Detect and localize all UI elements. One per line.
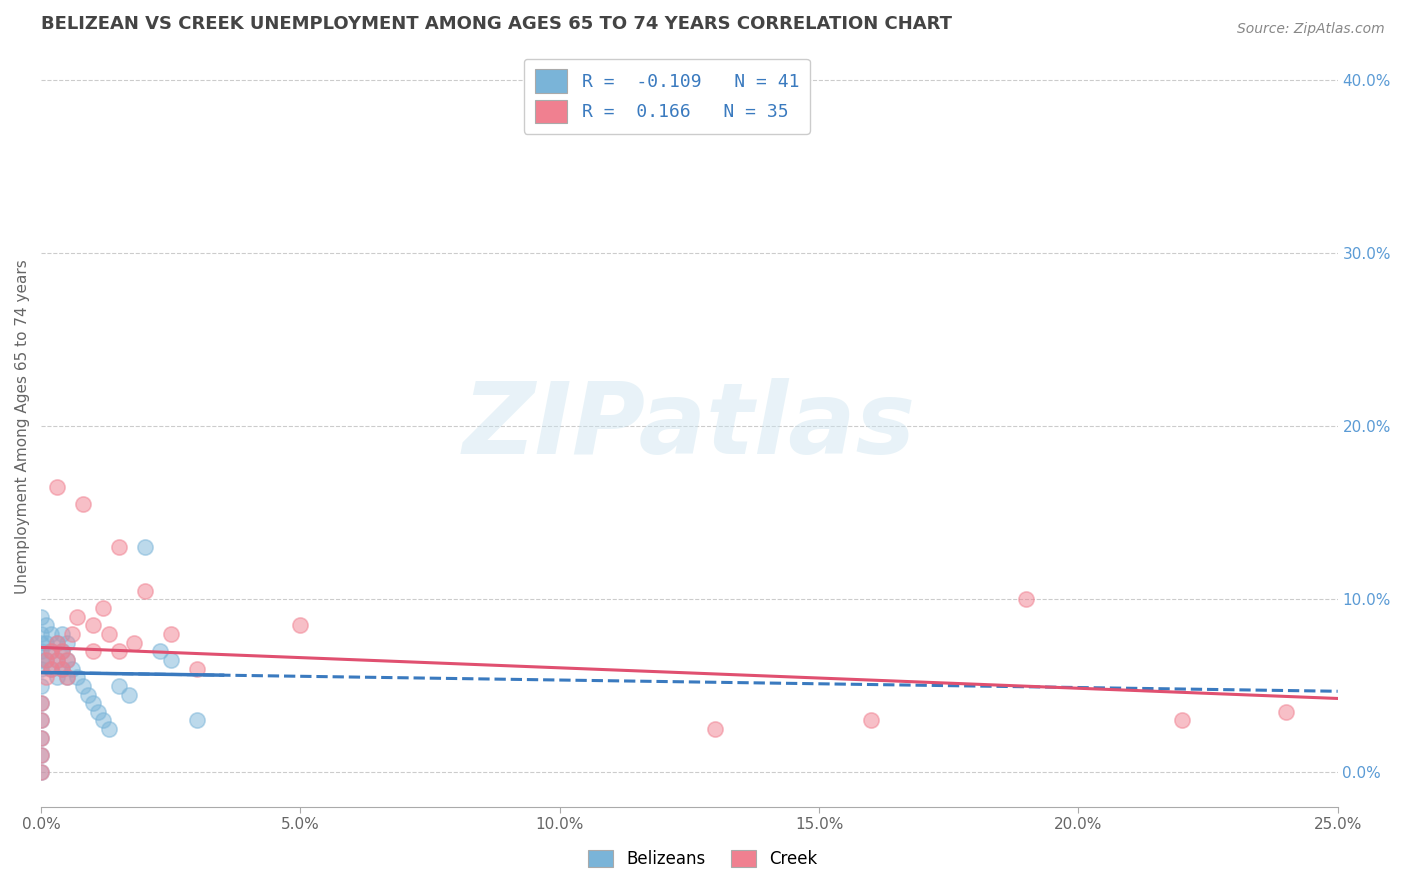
Point xyxy=(108,679,131,693)
Point xyxy=(45,670,67,684)
Text: BELIZEAN VS CREEK UNEMPLOYMENT AMONG AGES 65 TO 74 YEARS CORRELATION CHART: BELIZEAN VS CREEK UNEMPLOYMENT AMONG AGE… xyxy=(41,15,952,33)
Point xyxy=(290,618,312,632)
Point xyxy=(30,731,52,745)
Point xyxy=(159,653,181,667)
Point xyxy=(108,541,131,555)
Point xyxy=(186,714,208,728)
Point xyxy=(704,722,727,736)
Point xyxy=(30,696,52,710)
Point xyxy=(41,644,63,658)
Point xyxy=(30,609,52,624)
Point xyxy=(41,662,63,676)
Point xyxy=(30,644,52,658)
Point xyxy=(30,731,52,745)
Point xyxy=(186,662,208,676)
Point xyxy=(35,635,58,649)
Point xyxy=(56,635,79,649)
Y-axis label: Unemployment Among Ages 65 to 74 years: Unemployment Among Ages 65 to 74 years xyxy=(15,259,30,594)
Point xyxy=(41,644,63,658)
Point xyxy=(124,635,146,649)
Point xyxy=(51,627,73,641)
Point xyxy=(41,662,63,676)
Point xyxy=(35,653,58,667)
Point xyxy=(30,662,52,676)
Point xyxy=(30,765,52,780)
Point xyxy=(41,627,63,641)
Point xyxy=(118,688,141,702)
Point xyxy=(97,627,120,641)
Point xyxy=(859,714,882,728)
Point xyxy=(30,635,52,649)
Point xyxy=(45,653,67,667)
Point xyxy=(56,670,79,684)
Point xyxy=(51,644,73,658)
Point xyxy=(72,497,94,511)
Point xyxy=(35,618,58,632)
Point xyxy=(66,609,89,624)
Point xyxy=(82,618,104,632)
Point xyxy=(30,747,52,762)
Point xyxy=(30,714,52,728)
Legend: R =  -0.109   N = 41, R =  0.166   N = 35: R = -0.109 N = 41, R = 0.166 N = 35 xyxy=(524,59,810,134)
Point xyxy=(30,747,52,762)
Point xyxy=(45,653,67,667)
Point xyxy=(30,679,52,693)
Point xyxy=(30,765,52,780)
Point xyxy=(30,627,52,641)
Point xyxy=(97,722,120,736)
Point xyxy=(60,662,83,676)
Point xyxy=(51,662,73,676)
Point xyxy=(56,670,79,684)
Point xyxy=(56,653,79,667)
Point xyxy=(51,662,73,676)
Point xyxy=(159,627,181,641)
Point xyxy=(149,644,172,658)
Point xyxy=(108,644,131,658)
Point xyxy=(72,679,94,693)
Point xyxy=(30,714,52,728)
Point xyxy=(134,541,156,555)
Point xyxy=(76,688,98,702)
Point xyxy=(66,670,89,684)
Point xyxy=(45,635,67,649)
Point xyxy=(45,480,67,494)
Point xyxy=(45,635,67,649)
Point xyxy=(82,696,104,710)
Point xyxy=(93,601,115,615)
Point xyxy=(60,627,83,641)
Point xyxy=(93,714,115,728)
Point xyxy=(35,653,58,667)
Text: Source: ZipAtlas.com: Source: ZipAtlas.com xyxy=(1237,22,1385,37)
Point xyxy=(30,653,52,667)
Point xyxy=(1274,705,1296,719)
Point xyxy=(82,644,104,658)
Point xyxy=(87,705,110,719)
Point xyxy=(30,696,52,710)
Point xyxy=(51,644,73,658)
Legend: Belizeans, Creek: Belizeans, Creek xyxy=(582,843,824,875)
Point xyxy=(56,653,79,667)
Text: ZIPatlas: ZIPatlas xyxy=(463,378,915,475)
Point xyxy=(134,583,156,598)
Point xyxy=(1171,714,1194,728)
Point xyxy=(35,670,58,684)
Point xyxy=(1015,592,1038,607)
